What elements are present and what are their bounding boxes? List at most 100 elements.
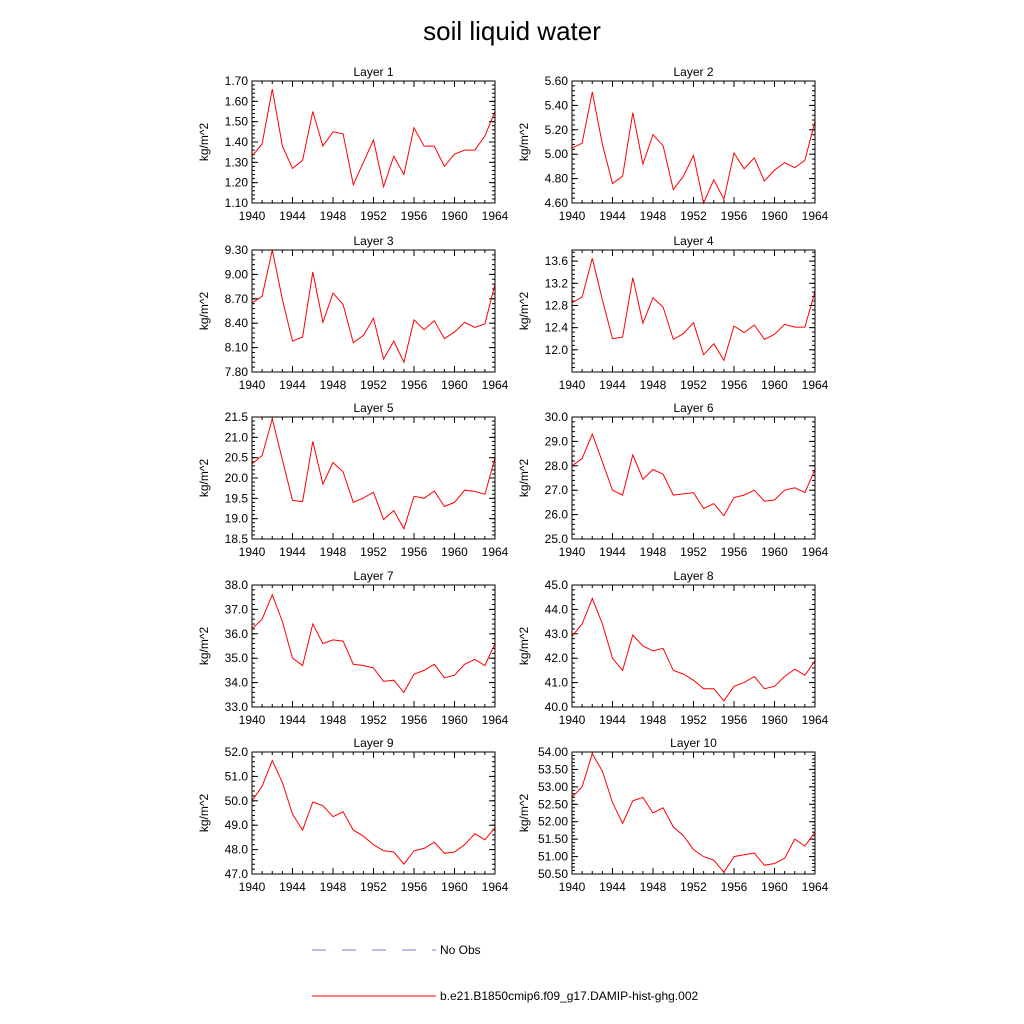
x-tick-label: 1940 [239,545,266,559]
y-tick-label: 1.70 [225,74,249,88]
legend-item: b.e21.B1850cmip6.f09_g17.DAMIP-hist-ghg.… [312,989,698,1003]
x-tick-label: 1948 [320,378,347,392]
x-tick-label: 1952 [680,378,707,392]
x-tick-label: 1960 [441,378,468,392]
x-tick-label: 1964 [802,545,829,559]
x-tick-label: 1956 [401,209,428,223]
x-tick-label: 1952 [680,545,707,559]
series-line [571,91,816,205]
panel-layer-10: Layer 10 kg/m^2 50.50 51.00 51.50 52.00 52.50 5… [517,736,829,894]
y-axis-label: kg/m^2 [197,794,211,833]
y-axis-label: kg/m^2 [197,123,211,162]
x-tick-label: 1944 [279,880,306,894]
x-tick-label: 1952 [680,880,707,894]
x-tick-label: 1964 [802,880,829,894]
y-tick-label: 50.0 [225,794,249,808]
x-tick-label: 1948 [320,209,347,223]
x-tick-label: 1960 [441,545,468,559]
panels-grid: Layer 1 kg/m^2 1.10 1.20 1.30 1.40 1.50 1.60 1.7… [197,65,829,894]
y-tick-label: 12.4 [545,321,569,335]
y-tick-label: 20.0 [225,471,249,485]
x-tick-label: 1964 [482,378,509,392]
y-tick-label: 18.5 [225,532,249,546]
plot-frame [251,249,496,373]
y-tick-label: 12.0 [545,343,569,357]
panel-title: Layer 6 [673,401,713,415]
series-line [251,249,496,364]
y-tick-label: 48.0 [225,843,249,857]
plot-frame [571,249,816,373]
x-tick-label: 1960 [441,713,468,727]
legend-label: b.e21.B1850cmip6.f09_g17.DAMIP-hist-ghg.… [440,989,698,1003]
y-tick-label: 9.00 [225,267,249,281]
y-tick-label: 42.0 [545,651,569,665]
x-tick-label: 1952 [360,545,387,559]
x-tick-label: 1944 [599,713,626,727]
y-tick-label: 52.00 [538,815,568,829]
y-tick-label: 7.80 [225,365,249,379]
panel-layer-5: Layer 5 kg/m^2 18.5 19.0 19.5 20.0 20.5 21.0 21.… [197,401,509,559]
x-tick-label: 1956 [721,880,748,894]
y-tick-label: 13.6 [545,254,569,268]
y-tick-label: 34.0 [225,676,249,690]
panel-layer-4: Layer 4 kg/m^2 12.0 12.4 12.8 13.2 13.6 1940 194… [517,234,829,392]
x-tick-label: 1956 [401,378,428,392]
x-tick-label: 1948 [320,880,347,894]
y-tick-label: 33.0 [225,700,249,714]
y-tick-label: 40.0 [545,700,569,714]
y-axis-label: kg/m^2 [197,459,211,498]
x-tick-label: 1952 [360,378,387,392]
panel-layer-9: Layer 9 kg/m^2 47.0 48.0 49.0 50.0 51.0 52.0 194… [197,736,509,894]
y-tick-label: 8.40 [225,316,249,330]
x-tick-label: 1948 [640,545,667,559]
y-tick-label: 5.40 [545,98,569,112]
x-tick-label: 1960 [441,209,468,223]
x-tick-label: 1964 [482,713,509,727]
x-tick-label: 1964 [802,378,829,392]
series-line [251,593,496,694]
y-tick-label: 47.0 [225,867,249,881]
y-tick-label: 19.0 [225,512,249,526]
y-tick-label: 13.2 [545,276,569,290]
y-tick-label: 44.0 [545,602,569,616]
y-tick-label: 21.5 [225,410,249,424]
x-tick-label: 1960 [761,545,788,559]
series-line [251,417,496,531]
x-tick-label: 1940 [239,378,266,392]
x-tick-label: 1964 [802,209,829,223]
x-tick-label: 1944 [599,378,626,392]
y-tick-label: 8.70 [225,292,249,306]
x-tick-label: 1960 [761,209,788,223]
panel-layer-1: Layer 1 kg/m^2 1.10 1.20 1.30 1.40 1.50 1.60 1.7… [197,65,509,223]
y-tick-label: 1.50 [225,115,249,129]
plot-frame [251,80,496,204]
y-tick-label: 29.0 [545,434,569,448]
y-tick-label: 30.0 [545,410,569,424]
x-tick-label: 1952 [360,880,387,894]
y-tick-label: 5.00 [545,147,569,161]
plot-frame [571,416,816,540]
y-tick-label: 1.40 [225,135,249,149]
x-tick-label: 1952 [680,713,707,727]
x-tick-label: 1960 [441,880,468,894]
panel-title: Layer 1 [353,65,393,79]
x-tick-label: 1952 [360,209,387,223]
y-tick-label: 37.0 [225,602,249,616]
x-tick-label: 1964 [482,880,509,894]
x-tick-label: 1956 [401,880,428,894]
y-axis-label: kg/m^2 [517,292,531,331]
x-tick-label: 1944 [599,209,626,223]
panel-layer-6: Layer 6 kg/m^2 25.0 26.0 27.0 28.0 29.0 30.0 194… [517,401,829,559]
panel-title: Layer 10 [670,736,717,750]
x-tick-label: 1940 [559,545,586,559]
plot-frame [571,584,816,708]
panel-title: Layer 8 [673,569,713,583]
x-tick-label: 1940 [239,713,266,727]
panel-title: Layer 9 [353,736,393,750]
panel-title: Layer 7 [353,569,393,583]
y-axis-label: kg/m^2 [517,123,531,162]
x-tick-label: 1956 [721,378,748,392]
x-tick-label: 1948 [320,713,347,727]
plot-frame [251,751,496,875]
x-tick-label: 1960 [761,880,788,894]
